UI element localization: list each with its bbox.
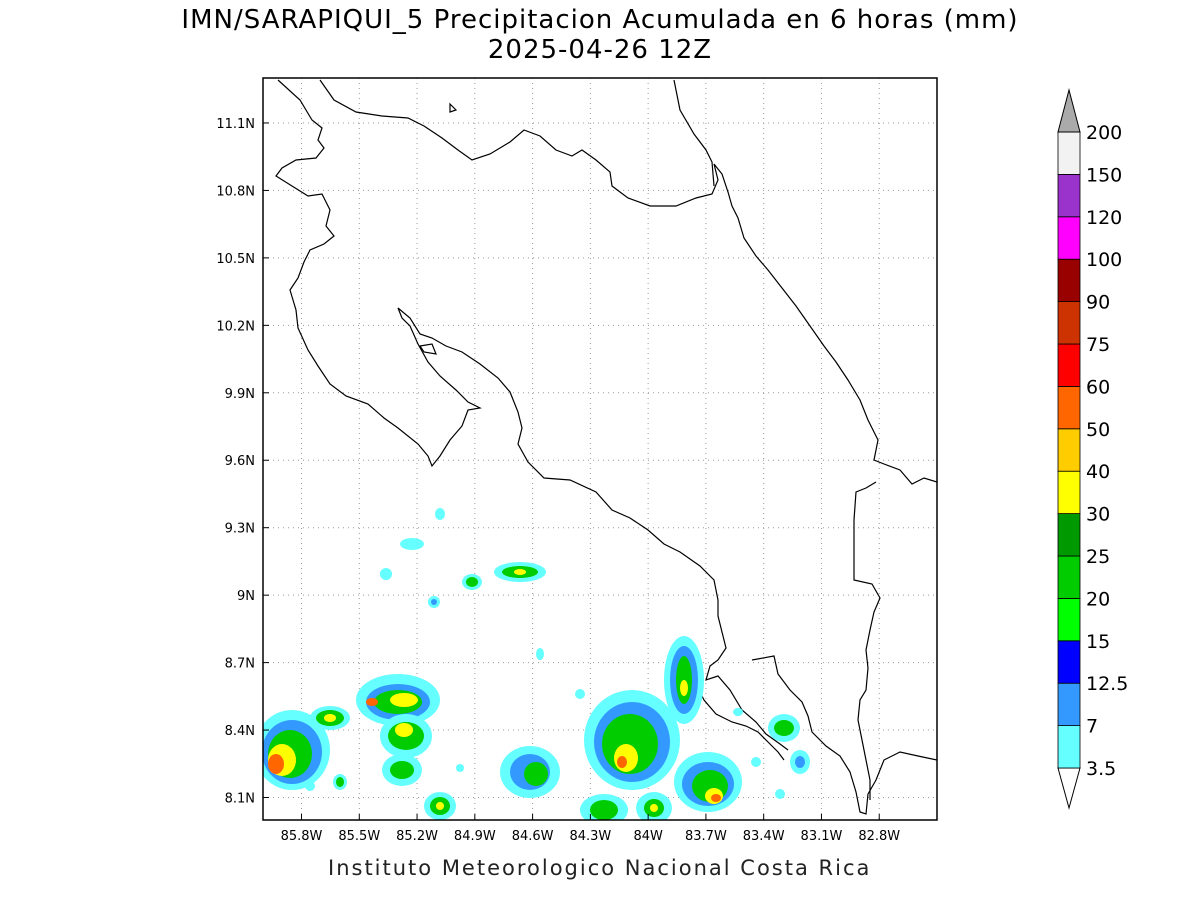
- precip-cell-southeast: [674, 752, 742, 812]
- lat-tick-label: 11.1N: [216, 117, 255, 132]
- lat-tick-label: 9.3N: [225, 522, 255, 537]
- colorbar-swatch: [1057, 470, 1081, 515]
- lat-tick-label: 9.9N: [225, 387, 255, 402]
- lon-tick-label: 84.3W: [569, 829, 611, 844]
- colorbar-swatch: [1057, 555, 1081, 599]
- lat-tick-label: 10.8N: [216, 184, 255, 199]
- precip-cell-south-central-1: [424, 792, 456, 820]
- precip-cell-east-2: [664, 636, 704, 724]
- colorbar-label: 150: [1086, 164, 1122, 186]
- latitude-tick-labels: 11.1N 10.8N 10.5N 10.2N 9.9N 9.6N 9.3N 9N 8.7N 8.…: [216, 117, 269, 807]
- precip-cell-west-2: [310, 706, 350, 730]
- colorbar-label: 20: [1086, 588, 1110, 610]
- lat-tick-label: 10.2N: [216, 319, 255, 334]
- map-frame: [262, 77, 938, 821]
- colorbar-arrow-low: [1057, 767, 1081, 810]
- precip-cell-west-3: [380, 714, 432, 758]
- colorbar-label: 15: [1086, 631, 1110, 653]
- precip-cell-northwest: [356, 674, 440, 726]
- coastline-main: [275, 79, 789, 751]
- colorbar-swatch: [1057, 513, 1081, 557]
- colorbar-swatch: [1057, 428, 1081, 472]
- lon-tick-label: 85.5W: [338, 829, 380, 844]
- colorbar-swatch: [1057, 131, 1081, 175]
- colorbar-swatch: [1057, 598, 1081, 642]
- colorbar-arrow-high: [1057, 88, 1081, 133]
- map-title: IMN/SARAPIQUI_5 Precipitacion Acumulada …: [181, 5, 1019, 35]
- map-subtitle: 2025-04-26 12Z: [487, 35, 713, 65]
- colorbar-label: 100: [1086, 249, 1122, 271]
- lon-tick-label: 85.8W: [281, 829, 323, 844]
- precip-cell-south-east-2: [580, 794, 628, 820]
- precip-cell-south-east-3: [636, 792, 672, 820]
- precip-cell-south-west: [382, 754, 422, 786]
- precip-cell-far-east: [768, 714, 800, 742]
- lon-tick-label: 83.4W: [743, 829, 785, 844]
- colorbar-swatch: [1057, 216, 1081, 260]
- colorbar-label: 200: [1086, 122, 1122, 144]
- colorbar-swatch: [1057, 173, 1081, 218]
- grid-lines: [263, 78, 937, 820]
- precipitation-field: [263, 508, 810, 820]
- coastline-caribbean: [673, 79, 715, 187]
- colorbar-label: 12.5: [1086, 673, 1128, 695]
- colorbar-label: 40: [1086, 461, 1110, 483]
- lat-tick-label: 8.4N: [225, 724, 255, 739]
- colorbar-swatch: [1057, 640, 1081, 684]
- precip-cell-far-east-2: [790, 750, 810, 774]
- precip-cell-central: [500, 746, 560, 798]
- coastline-nicoya-inner: [418, 343, 437, 355]
- colorbar-label: 50: [1086, 419, 1110, 441]
- lon-tick-label: 83.1W: [801, 829, 843, 844]
- precip-cell-east: [584, 690, 680, 790]
- colorbar-swatch: [1057, 258, 1081, 303]
- colorbar-label: 30: [1086, 504, 1110, 526]
- precip-cell-north-2: [462, 574, 482, 590]
- precip-cell-north-1: [494, 562, 546, 582]
- precip-small-cells: [305, 508, 785, 799]
- lon-tick-label: 85.2W: [396, 829, 438, 844]
- colorbar-swatch: [1057, 725, 1081, 769]
- colorbar-label: 75: [1086, 334, 1110, 356]
- colorbar-label: 120: [1086, 207, 1122, 229]
- lon-tick-label: 83.7W: [685, 829, 727, 844]
- lat-tick-label: 8.7N: [225, 657, 255, 672]
- lat-tick-label: 8.1N: [225, 792, 255, 807]
- colorbar-label: 25: [1086, 546, 1110, 568]
- coastline-north: [319, 79, 937, 485]
- lon-tick-label: 84.6W: [512, 829, 554, 844]
- colorbar-swatch: [1057, 301, 1081, 345]
- lon-tick-label: 82.8W: [858, 829, 900, 844]
- lat-tick-label: 10.5N: [216, 252, 255, 267]
- lat-tick-label: 9.6N: [225, 454, 255, 469]
- colorbar-label: 3.5: [1086, 758, 1116, 780]
- border-panama: [853, 481, 881, 800]
- lat-tick-label: 9N: [237, 589, 255, 604]
- colorbar-swatch: [1057, 343, 1081, 387]
- colorbar-label: 60: [1086, 376, 1110, 398]
- coastline-lake: [449, 102, 458, 113]
- lon-tick-label: 84W: [633, 829, 663, 844]
- colorbar-label: 7: [1086, 716, 1098, 738]
- coastline-burica: [751, 655, 937, 815]
- footer-credit: Instituto Meteorologico Nacional Costa R…: [328, 856, 872, 880]
- lon-tick-label: 84.9W: [454, 829, 496, 844]
- colorbar-swatch: [1057, 682, 1081, 727]
- colorbar: 3.5 7 12.5 15 20 25 30 40 50 60 75 90 100 120 150 200: [1057, 88, 1128, 810]
- precip-cell-west: [263, 710, 330, 790]
- longitude-tick-labels: 85.8W 85.5W 85.2W 84.9W 84.6W 84.3W 84W 83.7W 83…: [281, 814, 900, 844]
- colorbar-label: 90: [1086, 292, 1110, 314]
- coastlines: [275, 79, 937, 815]
- colorbar-swatch: [1057, 385, 1081, 430]
